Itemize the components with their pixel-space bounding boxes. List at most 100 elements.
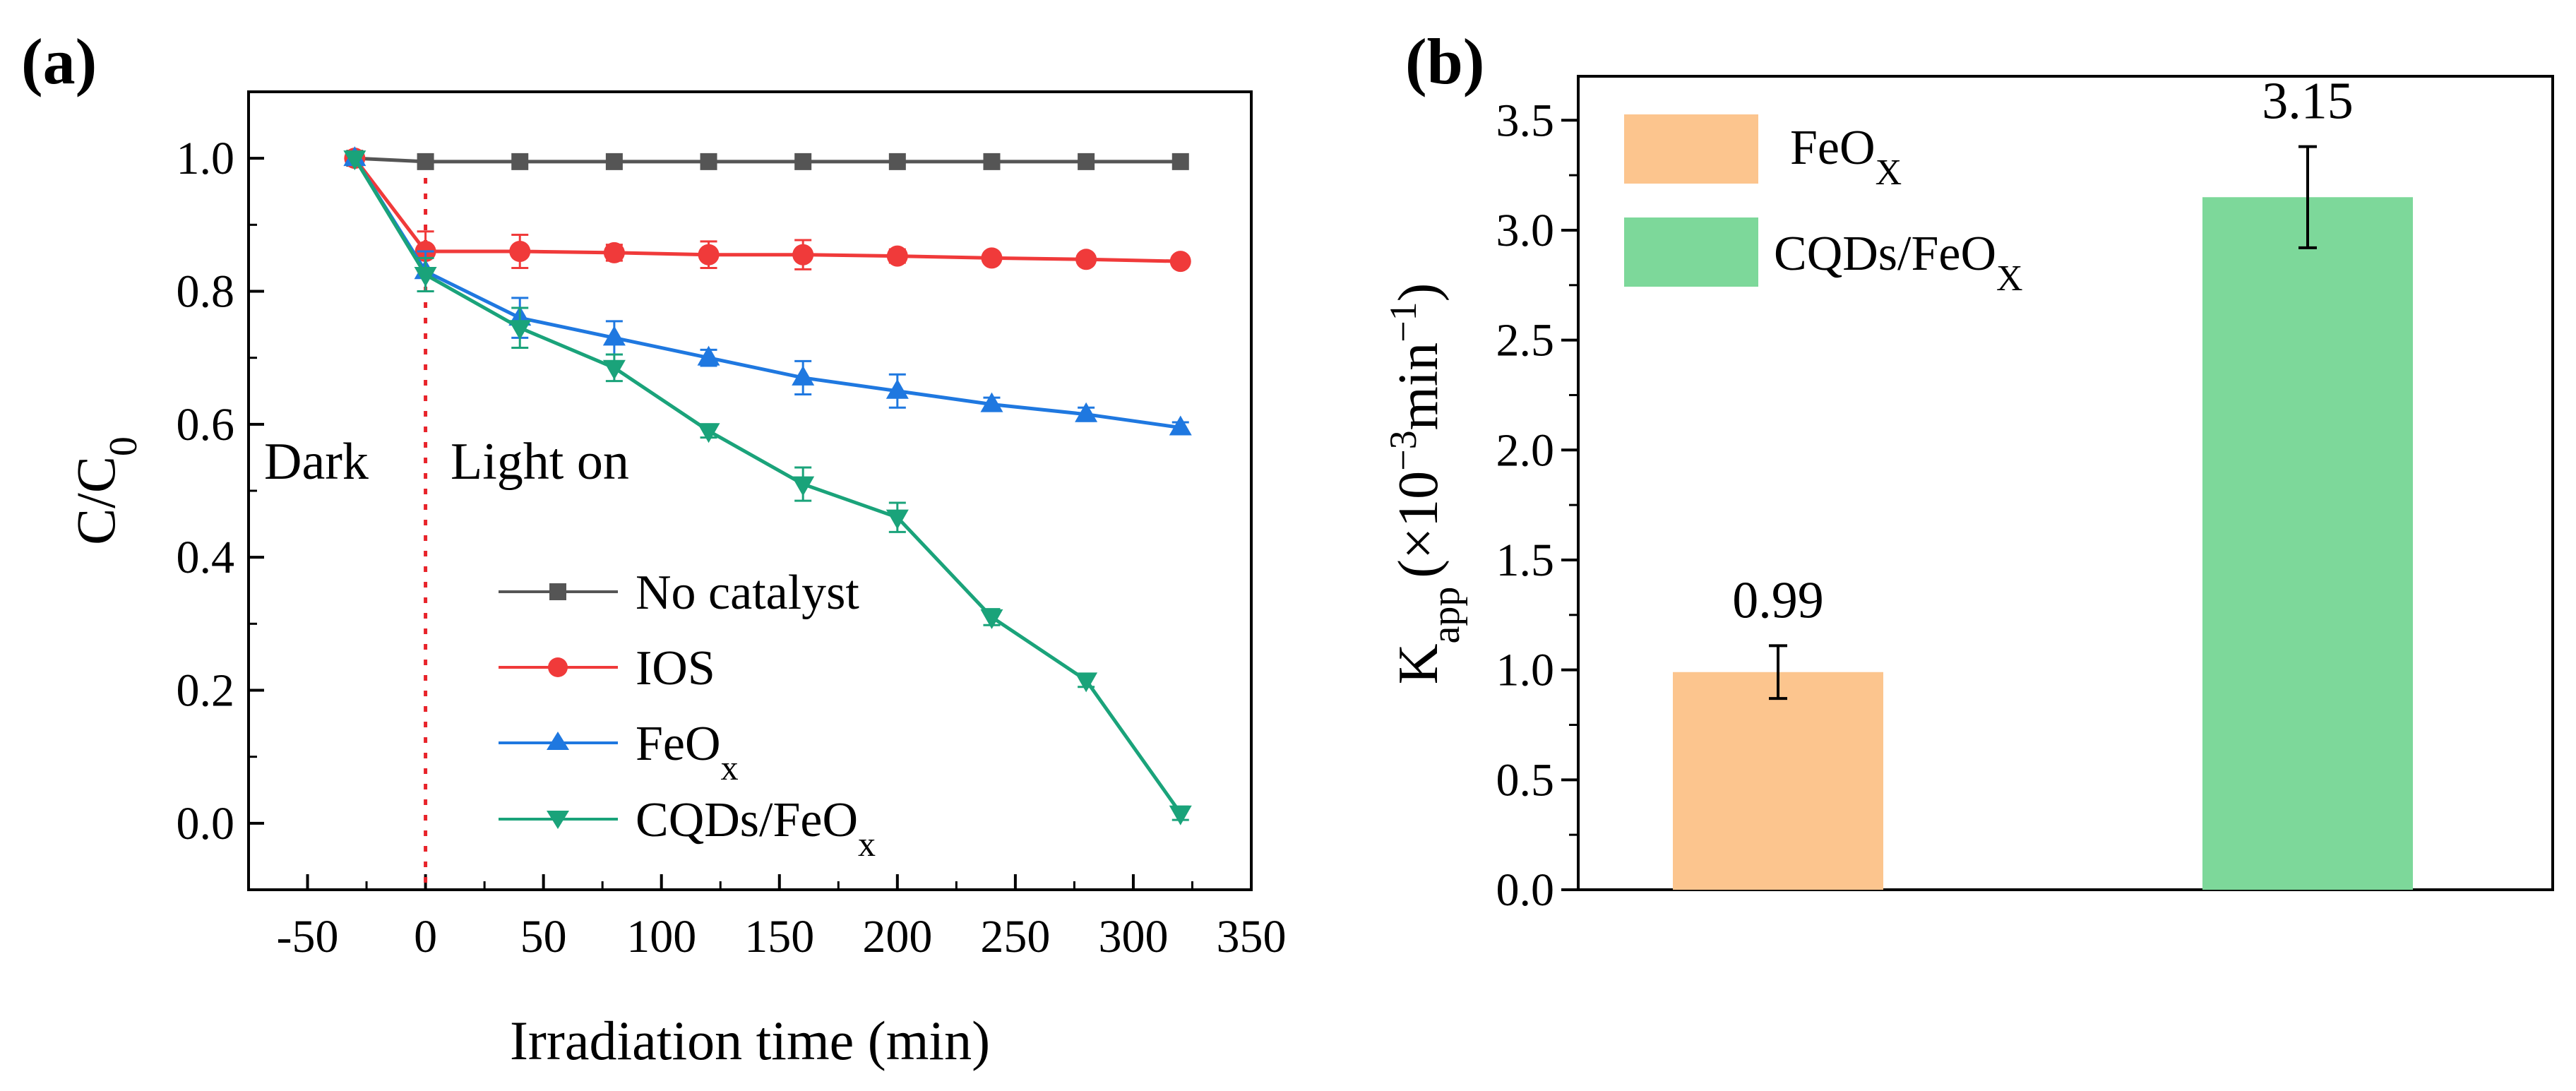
y-label-sub-b: app xyxy=(1424,587,1468,644)
legend-marker-circle-icon xyxy=(548,657,568,677)
data-point xyxy=(697,345,720,366)
panel-label-b: (b) xyxy=(1405,25,1484,97)
y-axis-ticks-a: 0.0 0.2 0.4 0.6 0.8 1.0 xyxy=(177,90,264,849)
y-label-unit-exp2: −1 xyxy=(1382,302,1424,342)
data-point xyxy=(509,241,531,262)
data-point xyxy=(1169,415,1192,436)
legend-b: FeOX CQDs/FeOX xyxy=(1624,114,2023,299)
data-point xyxy=(794,153,812,170)
data-point xyxy=(1075,249,1097,270)
data-point xyxy=(508,320,532,340)
x-tick-label: 150 xyxy=(744,911,814,962)
legend-label: No catalyst xyxy=(636,566,859,620)
legend-item-feox-b: FeOX xyxy=(1624,114,1902,193)
y-axis-label-b: Kapp (×10−3min−1) xyxy=(1382,283,1468,684)
series-feox xyxy=(343,146,1192,436)
x-tick-label: -50 xyxy=(277,911,339,962)
x-axis-label-a: Irradiation time (min) xyxy=(510,1010,990,1071)
data-point xyxy=(888,153,906,170)
y-tick-label: 0.0 xyxy=(1496,864,1555,916)
legend-label-cqds-feox-b: CQDs/FeOX xyxy=(1774,227,2023,299)
legend-marker-triangle-up-icon xyxy=(547,732,569,750)
series-group-a xyxy=(343,146,1192,825)
legend-marker-square-icon xyxy=(549,583,566,600)
y-tick-label: 0.5 xyxy=(1496,754,1555,806)
bar xyxy=(2202,197,2413,890)
data-point xyxy=(602,326,626,346)
data-point xyxy=(980,609,1003,629)
y-tick-label: 0.6 xyxy=(177,399,235,451)
y-tick-label: 0.2 xyxy=(177,665,235,717)
data-point xyxy=(697,423,720,443)
legend-swatch-cqds-feox xyxy=(1624,217,1758,287)
bar-value-label: 0.99 xyxy=(1732,571,1824,629)
legend-label-sub: X xyxy=(1876,153,1902,193)
chart-a: (a) 0.0 0.2 0.4 0.6 0.8 1.0 -50 0 50 100 150 200 25… xyxy=(21,25,1287,1071)
y-tick-label: 2.5 xyxy=(1496,315,1555,366)
y-tick-label: 1.5 xyxy=(1496,535,1555,586)
y-label-main-b: K xyxy=(1388,643,1450,684)
bar-cqds-feox: 3.15 xyxy=(2202,73,2413,890)
x-tick-label: 250 xyxy=(980,911,1050,962)
data-point xyxy=(343,150,366,171)
data-point xyxy=(511,153,529,170)
legend-label-main: FeO xyxy=(1790,121,1876,175)
data-point xyxy=(886,378,909,399)
data-point xyxy=(1078,153,1095,170)
y-tick-label: 1.0 xyxy=(177,133,235,184)
data-point xyxy=(1169,805,1192,825)
series-cqds-feox xyxy=(343,150,1192,825)
data-point xyxy=(603,242,625,263)
y-tick-label: 0.4 xyxy=(177,532,235,583)
data-point xyxy=(1171,153,1189,170)
x-tick-label: 200 xyxy=(862,911,932,962)
legend-item-feox: FeOx xyxy=(499,717,739,787)
y-label-unit-exp: −3 xyxy=(1382,430,1424,470)
legend-label-sub: X xyxy=(1996,258,2023,299)
legend-label-sub: x xyxy=(858,824,876,864)
y-tick-label: 0.0 xyxy=(177,798,235,849)
x-tick-label: 0 xyxy=(414,911,437,962)
plot-frame-b xyxy=(1577,75,2554,891)
legend-a: No catalyst IOS FeOx CQDs/FeOx xyxy=(499,566,876,864)
legend-label-main: FeO xyxy=(636,717,721,771)
legend-marker-triangle-down-icon xyxy=(547,811,569,829)
x-axis-ticks-a: -50 0 50 100 150 200 250 300 350 xyxy=(247,874,1287,962)
legend-label: IOS xyxy=(636,641,715,696)
data-point xyxy=(700,153,717,170)
x-tick-label: 100 xyxy=(626,911,696,962)
series-line xyxy=(353,157,1182,815)
y-tick-label: 0.8 xyxy=(177,266,235,318)
data-point xyxy=(1075,672,1098,693)
data-point xyxy=(886,509,909,530)
series-line xyxy=(353,157,1181,263)
data-point xyxy=(792,365,815,386)
data-point xyxy=(698,244,720,266)
legend-item-ios: IOS xyxy=(499,641,715,696)
data-point xyxy=(981,247,1003,269)
data-point xyxy=(417,153,434,170)
bar-feox: 0.99 xyxy=(1673,571,1883,890)
y-label-main-a: C/C xyxy=(65,456,126,545)
y-axis-label-a: C/C0 xyxy=(65,436,145,545)
bar-value-label: 3.15 xyxy=(2262,73,2354,131)
x-tick-label: 50 xyxy=(520,911,567,962)
y-tick-label: 2.0 xyxy=(1496,424,1555,476)
y-label-sub-a: 0 xyxy=(102,436,145,456)
data-point xyxy=(602,359,626,380)
x-tick-label: 300 xyxy=(1098,911,1168,962)
chart-b: (b) 0.0 0.5 1.0 1.5 2.0 2.5 3.0 3.5 0.99 3.15 Ka… xyxy=(1382,25,2554,916)
plot-frame-a xyxy=(247,90,1253,891)
data-point xyxy=(1169,251,1191,273)
data-point xyxy=(980,392,1003,412)
data-point xyxy=(1075,402,1098,422)
y-tick-label: 3.0 xyxy=(1496,205,1555,256)
legend-label-sub: x xyxy=(721,748,739,787)
series-line xyxy=(353,157,1181,430)
legend-label-cqds-feox: CQDs/FeOx xyxy=(636,793,876,864)
legend-item-cqds-feox-b: CQDs/FeOX xyxy=(1624,217,2023,299)
legend-item-cqds-feox: CQDs/FeOx xyxy=(499,793,876,864)
series-line xyxy=(354,156,1181,164)
annotation-dark: Dark xyxy=(264,433,369,491)
